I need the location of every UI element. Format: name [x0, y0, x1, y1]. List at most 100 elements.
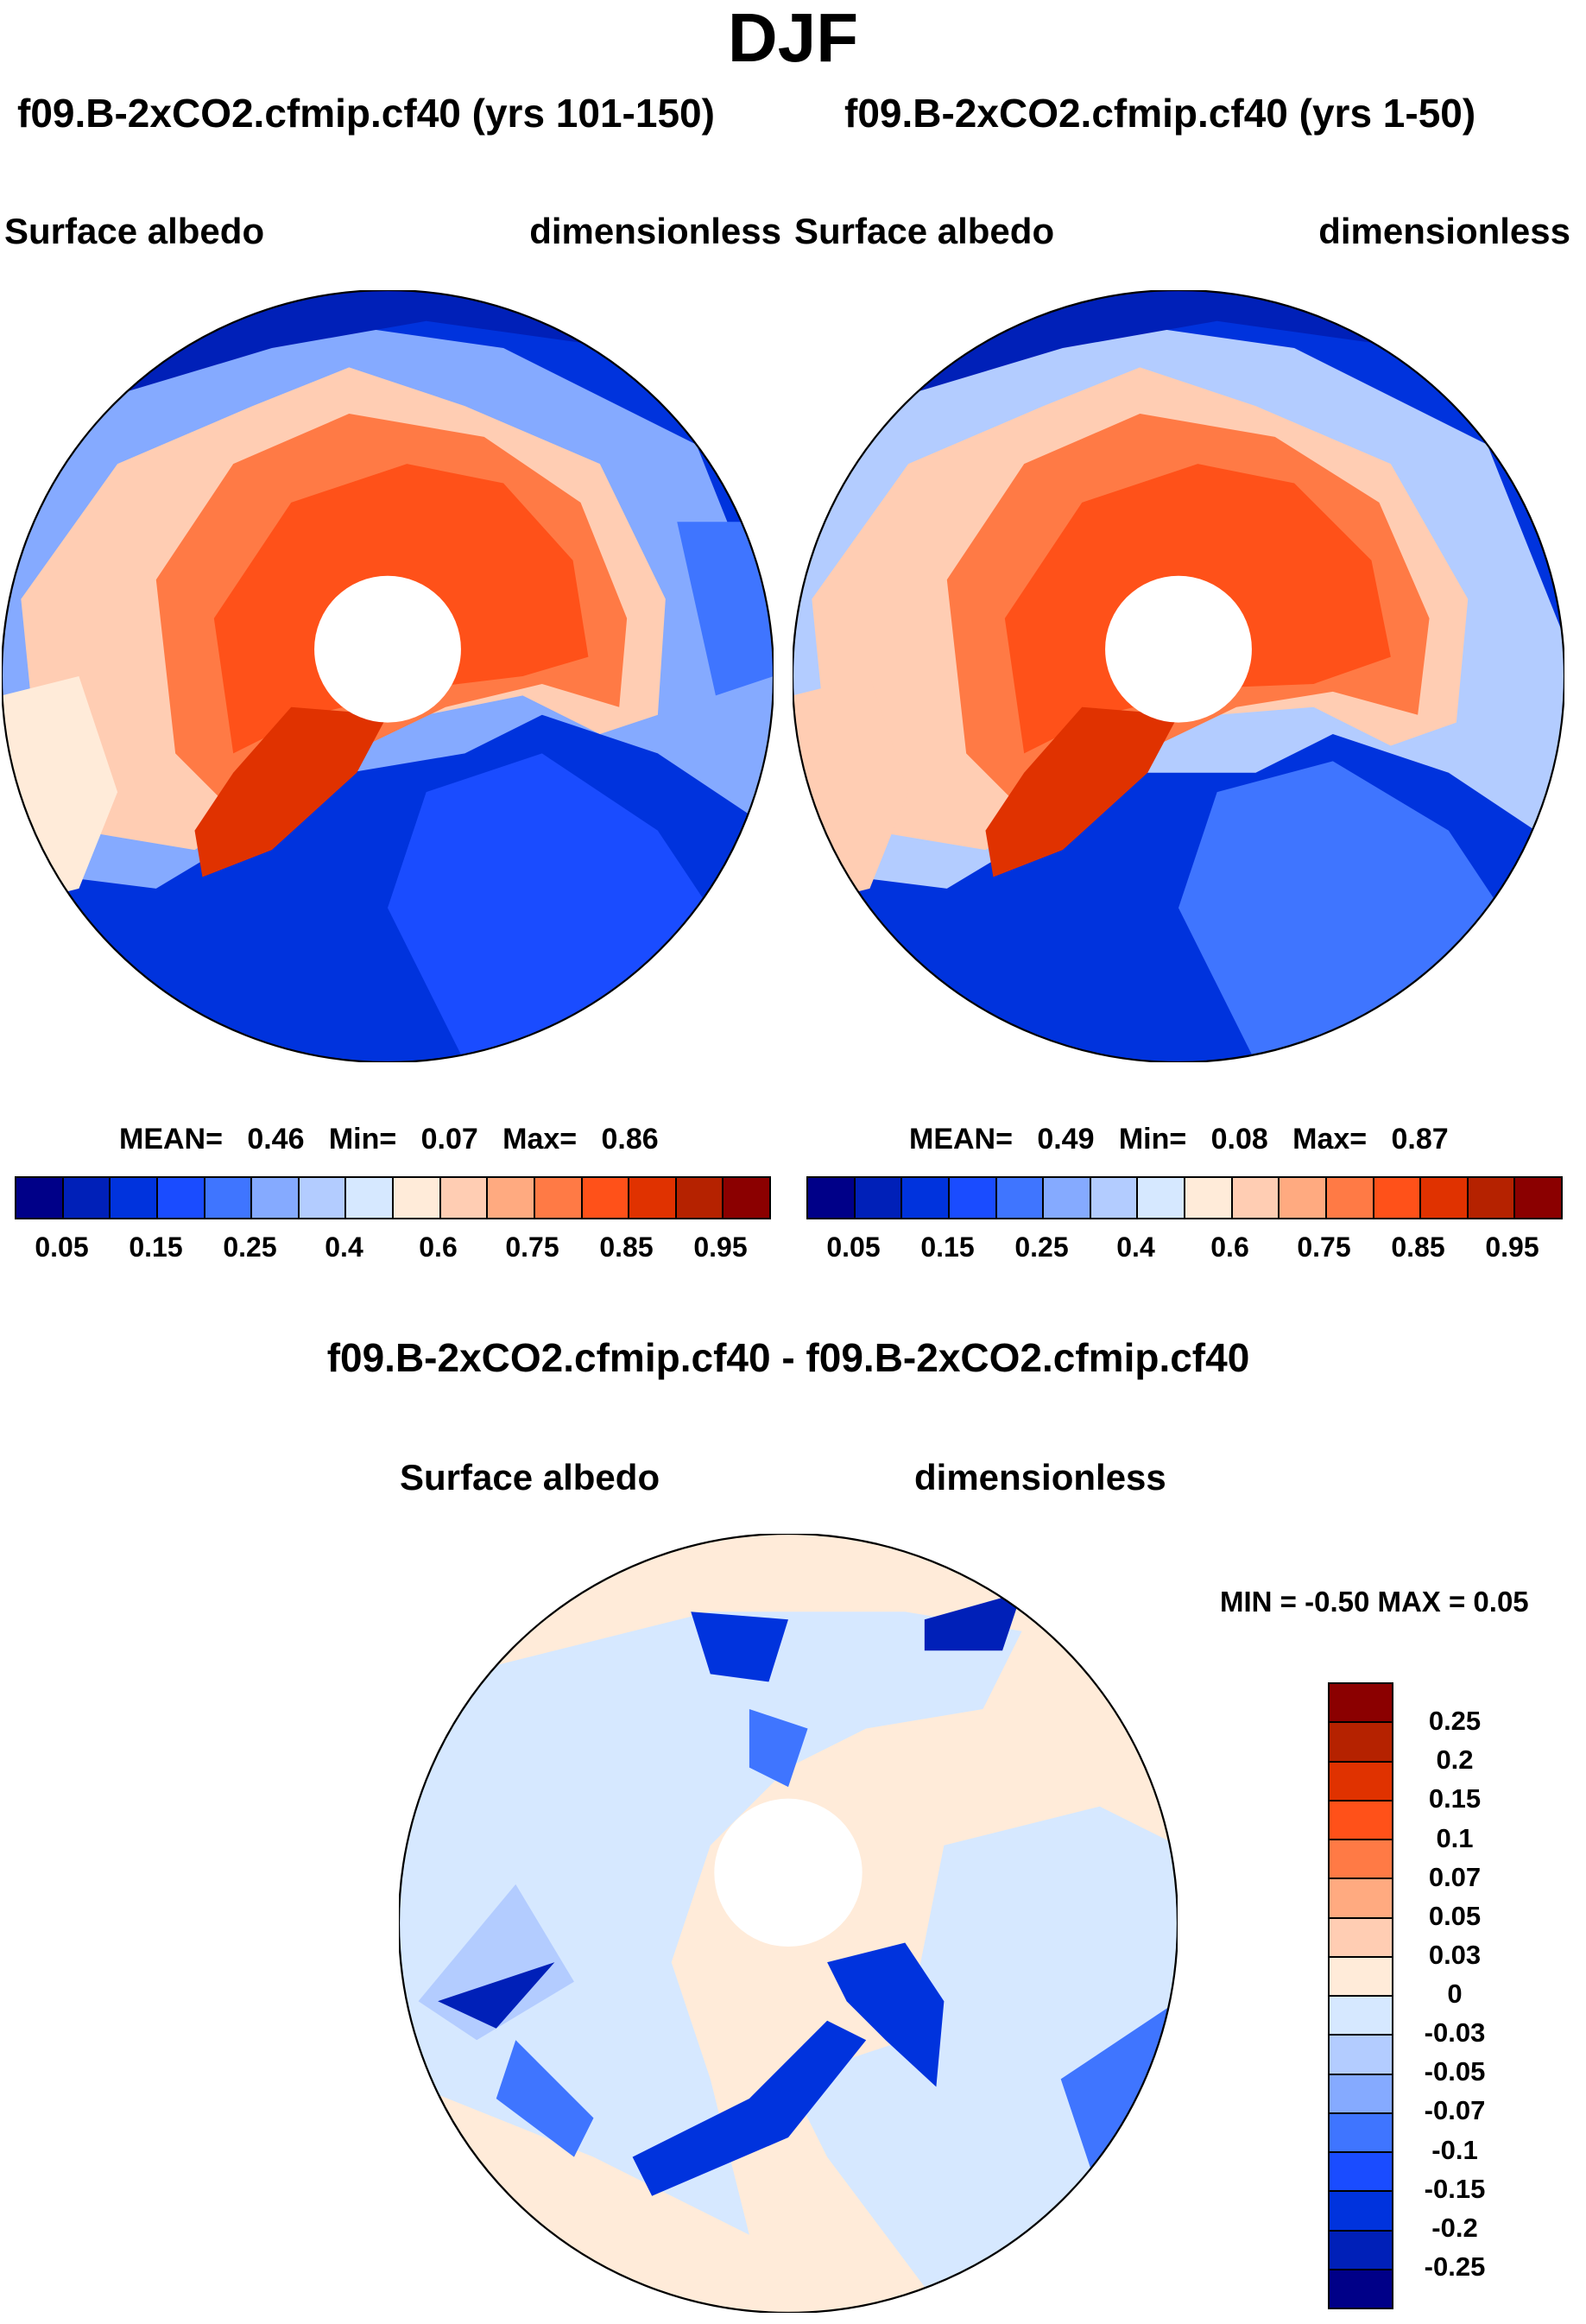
- colorbar-box: [676, 1178, 724, 1218]
- colorbar-tick-label: 0.75: [505, 1232, 559, 1263]
- colorbar-box: [252, 1178, 300, 1218]
- colorbar-tick-label: 0.95: [1485, 1232, 1539, 1263]
- colorbar-tick-label: 0.25: [223, 1232, 277, 1263]
- colorbar-panel2: [806, 1176, 1563, 1219]
- colorbar-box: [16, 1178, 64, 1218]
- map-difference: [399, 1534, 1178, 2313]
- colorbar-box: [157, 1178, 205, 1218]
- min-label: Min=: [1118, 1123, 1187, 1156]
- panel1-subtitle: f09.B-2xCO2.cfmip.cf40 (yrs 101-150): [17, 91, 715, 136]
- colorbar-box: [205, 1178, 253, 1218]
- colorbar-tick-label: -0.15: [1424, 2173, 1486, 2204]
- colorbar-box: [1330, 1957, 1392, 1997]
- colorbar-difference: [1328, 1682, 1393, 2309]
- colorbar-box: [111, 1178, 158, 1218]
- colorbar-box: [1515, 1178, 1561, 1218]
- colorbar-tick-label: -0.07: [1424, 2095, 1486, 2126]
- colorbar-box: [1090, 1178, 1139, 1218]
- mean-value: 0.49: [1037, 1123, 1095, 1156]
- colorbar-box: [488, 1178, 535, 1218]
- colorbar-box: [723, 1178, 769, 1218]
- map-panel2: [793, 290, 1564, 1062]
- colorbar-box: [1330, 1723, 1392, 1763]
- colorbar-box: [1374, 1178, 1422, 1218]
- diff-variable-label: Surface albedo: [400, 1457, 660, 1498]
- panel2-units-label: dimensionless: [1318, 211, 1570, 251]
- colorbar-box: [1280, 1178, 1327, 1218]
- min-value: 0.08: [1210, 1123, 1268, 1156]
- colorbar-tick-label: 0.1: [1436, 1822, 1474, 1853]
- colorbar-tick-label: 0.4: [1116, 1232, 1155, 1263]
- colorbar-box: [1326, 1178, 1374, 1218]
- colorbar-box: [440, 1178, 489, 1218]
- colorbar-tick-label: 0.6: [419, 1232, 458, 1263]
- colorbar-box: [949, 1178, 997, 1218]
- colorbar-tick-label: 0.07: [1428, 1861, 1482, 1892]
- colorbar-tick-label: 0.25: [1428, 1706, 1482, 1737]
- max-label: Max=: [1292, 1123, 1368, 1156]
- panel1-variable-label: Surface albedo: [4, 211, 265, 251]
- colorbar-tick-label: 0.03: [1428, 1939, 1482, 1970]
- colorbar-tick-label: 0.95: [693, 1232, 748, 1263]
- colorbar-tick-label: 0.05: [1428, 1900, 1482, 1931]
- colorbar-box: [1330, 2036, 1392, 2075]
- colorbar-box: [1468, 1178, 1516, 1218]
- min-label: Min=: [328, 1123, 397, 1156]
- colorbar-box: [1138, 1178, 1185, 1218]
- colorbar-tick-label: -0.05: [1424, 2056, 1486, 2087]
- colorbar-box: [394, 1178, 441, 1218]
- colorbar-tick-label: -0.1: [1431, 2134, 1478, 2165]
- colorbar-tick-label: -0.03: [1424, 2017, 1486, 2049]
- colorbar-tick-label: 0.85: [599, 1232, 654, 1263]
- colorbar-panel1: [15, 1176, 771, 1219]
- colorbar-box: [63, 1178, 111, 1218]
- colorbar-tick-label: 0.15: [920, 1232, 975, 1263]
- colorbar-box: [1330, 1997, 1392, 2036]
- colorbar-box: [996, 1178, 1045, 1218]
- mean-label: MEAN=: [119, 1123, 223, 1156]
- colorbar-box: [1330, 2270, 1392, 2308]
- max-value: 0.87: [1391, 1123, 1449, 1156]
- diff-stats: MIN = -0.50 MAX = 0.05: [1220, 1586, 1529, 1618]
- mean-value: 0.46: [247, 1123, 305, 1156]
- colorbar-box: [1330, 2231, 1392, 2270]
- max-value: 0.86: [601, 1123, 659, 1156]
- colorbar-box: [1232, 1178, 1280, 1218]
- panel1-units-label: dimensionless: [529, 211, 781, 251]
- colorbar-box: [808, 1178, 856, 1218]
- colorbar-box: [1044, 1178, 1091, 1218]
- colorbar-box: [1330, 1801, 1392, 1840]
- colorbar-tick-label: 0.15: [129, 1232, 183, 1263]
- colorbar-box: [1330, 1762, 1392, 1802]
- colorbar-tick-label: 0.15: [1428, 1783, 1482, 1814]
- colorbar-box: [1330, 2192, 1392, 2232]
- colorbar-tick-label: 0.05: [826, 1232, 881, 1263]
- colorbar-tick-label: 0: [1447, 1979, 1463, 2009]
- min-value: 0.07: [420, 1123, 478, 1156]
- colorbar-tick-label: -0.2: [1431, 2212, 1478, 2243]
- diff-units-label: dimensionless: [914, 1457, 1166, 1498]
- colorbar-tick-label: 0.85: [1391, 1232, 1445, 1263]
- colorbar-box: [1185, 1178, 1233, 1218]
- colorbar-box: [582, 1178, 630, 1218]
- colorbar-box: [1330, 2074, 1392, 2114]
- main-title: DJF: [727, 0, 859, 76]
- colorbar-box: [1330, 1918, 1392, 1958]
- colorbar-tick-label: 0.05: [35, 1232, 89, 1263]
- colorbar-tick-label: 0.2: [1436, 1745, 1474, 1776]
- mean-label: MEAN=: [909, 1123, 1013, 1156]
- panel1-stats: MEAN= 0.46 Min= 0.07 Max= 0.86: [119, 1123, 659, 1156]
- colorbar-box: [1330, 1840, 1392, 1880]
- map-panel1: [2, 290, 774, 1062]
- colorbar-tick-label: 0.6: [1210, 1232, 1249, 1263]
- colorbar-tick-label: -0.25: [1424, 2251, 1486, 2282]
- colorbar-box: [299, 1178, 347, 1218]
- colorbar-box: [1421, 1178, 1469, 1218]
- colorbar-tick-label: 0.75: [1297, 1232, 1351, 1263]
- colorbar-box: [346, 1178, 394, 1218]
- colorbar-box: [1330, 2153, 1392, 2193]
- max-label: Max=: [502, 1123, 578, 1156]
- diff-subtitle: f09.B-2xCO2.cfmip.cf40 - f09.B-2xCO2.cfm…: [326, 1335, 1250, 1380]
- panel2-subtitle: f09.B-2xCO2.cfmip.cf40 (yrs 1-50): [844, 91, 1476, 136]
- colorbar-tick-label: 0.25: [1014, 1232, 1069, 1263]
